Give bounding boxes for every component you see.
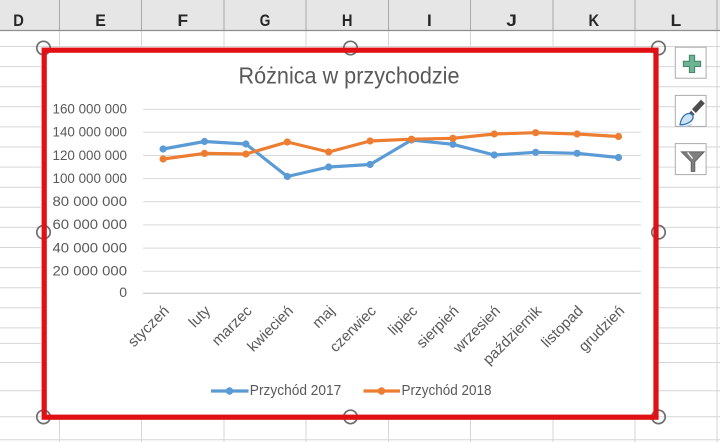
svg-text:G: G xyxy=(260,11,271,30)
svg-text:D: D xyxy=(13,11,24,30)
svg-text:140 000 000: 140 000 000 xyxy=(53,124,128,140)
svg-text:100 000 000: 100 000 000 xyxy=(53,170,128,186)
svg-text:H: H xyxy=(342,11,353,30)
svg-text:20 000 000: 20 000 000 xyxy=(53,263,128,279)
svg-text:Różnica w przychodzie: Różnica w przychodzie xyxy=(239,63,460,89)
svg-text:160 000 000: 160 000 000 xyxy=(53,101,128,117)
svg-text:E: E xyxy=(95,11,106,30)
svg-text:Przychód 2018: Przychód 2018 xyxy=(402,383,492,399)
svg-text:K: K xyxy=(589,11,600,30)
svg-text:60 000 000: 60 000 000 xyxy=(53,216,128,232)
svg-text:120 000 000: 120 000 000 xyxy=(53,147,128,163)
svg-text:F: F xyxy=(178,11,189,30)
svg-text:40 000 000: 40 000 000 xyxy=(53,239,128,255)
svg-text:80 000 000: 80 000 000 xyxy=(53,193,128,209)
svg-text:L: L xyxy=(671,11,682,30)
svg-text:I: I xyxy=(427,11,432,30)
svg-text:0: 0 xyxy=(119,284,127,300)
svg-text:J: J xyxy=(506,11,517,30)
svg-text:Przychód 2017: Przychód 2017 xyxy=(250,383,341,399)
